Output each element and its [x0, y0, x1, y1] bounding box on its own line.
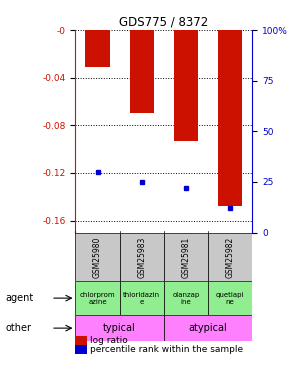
Text: olanzap
ine: olanzap ine	[172, 292, 200, 304]
Text: chlorprom
azine: chlorprom azine	[80, 292, 115, 304]
Bar	[75, 315, 164, 341]
Text: GSM25981: GSM25981	[182, 236, 191, 278]
Bar	[130, 30, 154, 113]
Bar	[164, 232, 208, 281]
Bar	[164, 281, 208, 315]
Text: typical: typical	[103, 323, 136, 333]
Text: atypical: atypical	[189, 323, 227, 333]
Bar	[174, 30, 198, 141]
Bar	[85, 30, 110, 67]
Bar	[119, 281, 164, 315]
Text: quetiapi
ne: quetiapi ne	[216, 292, 244, 304]
Text: GSM25982: GSM25982	[226, 236, 235, 278]
Title: GDS775 / 8372: GDS775 / 8372	[119, 16, 209, 29]
Text: percentile rank within the sample: percentile rank within the sample	[90, 345, 243, 354]
Bar	[218, 30, 242, 206]
Text: agent: agent	[6, 293, 34, 303]
Text: log ratio: log ratio	[90, 336, 128, 345]
Text: GSM25983: GSM25983	[137, 236, 146, 278]
Bar	[119, 232, 164, 281]
Bar	[75, 232, 119, 281]
Text: other: other	[6, 323, 32, 333]
Text: GSM25980: GSM25980	[93, 236, 102, 278]
Bar	[75, 281, 119, 315]
Bar	[208, 232, 252, 281]
Text: thioridazin
e: thioridazin e	[123, 292, 160, 304]
Bar	[164, 315, 252, 341]
Bar	[208, 281, 252, 315]
